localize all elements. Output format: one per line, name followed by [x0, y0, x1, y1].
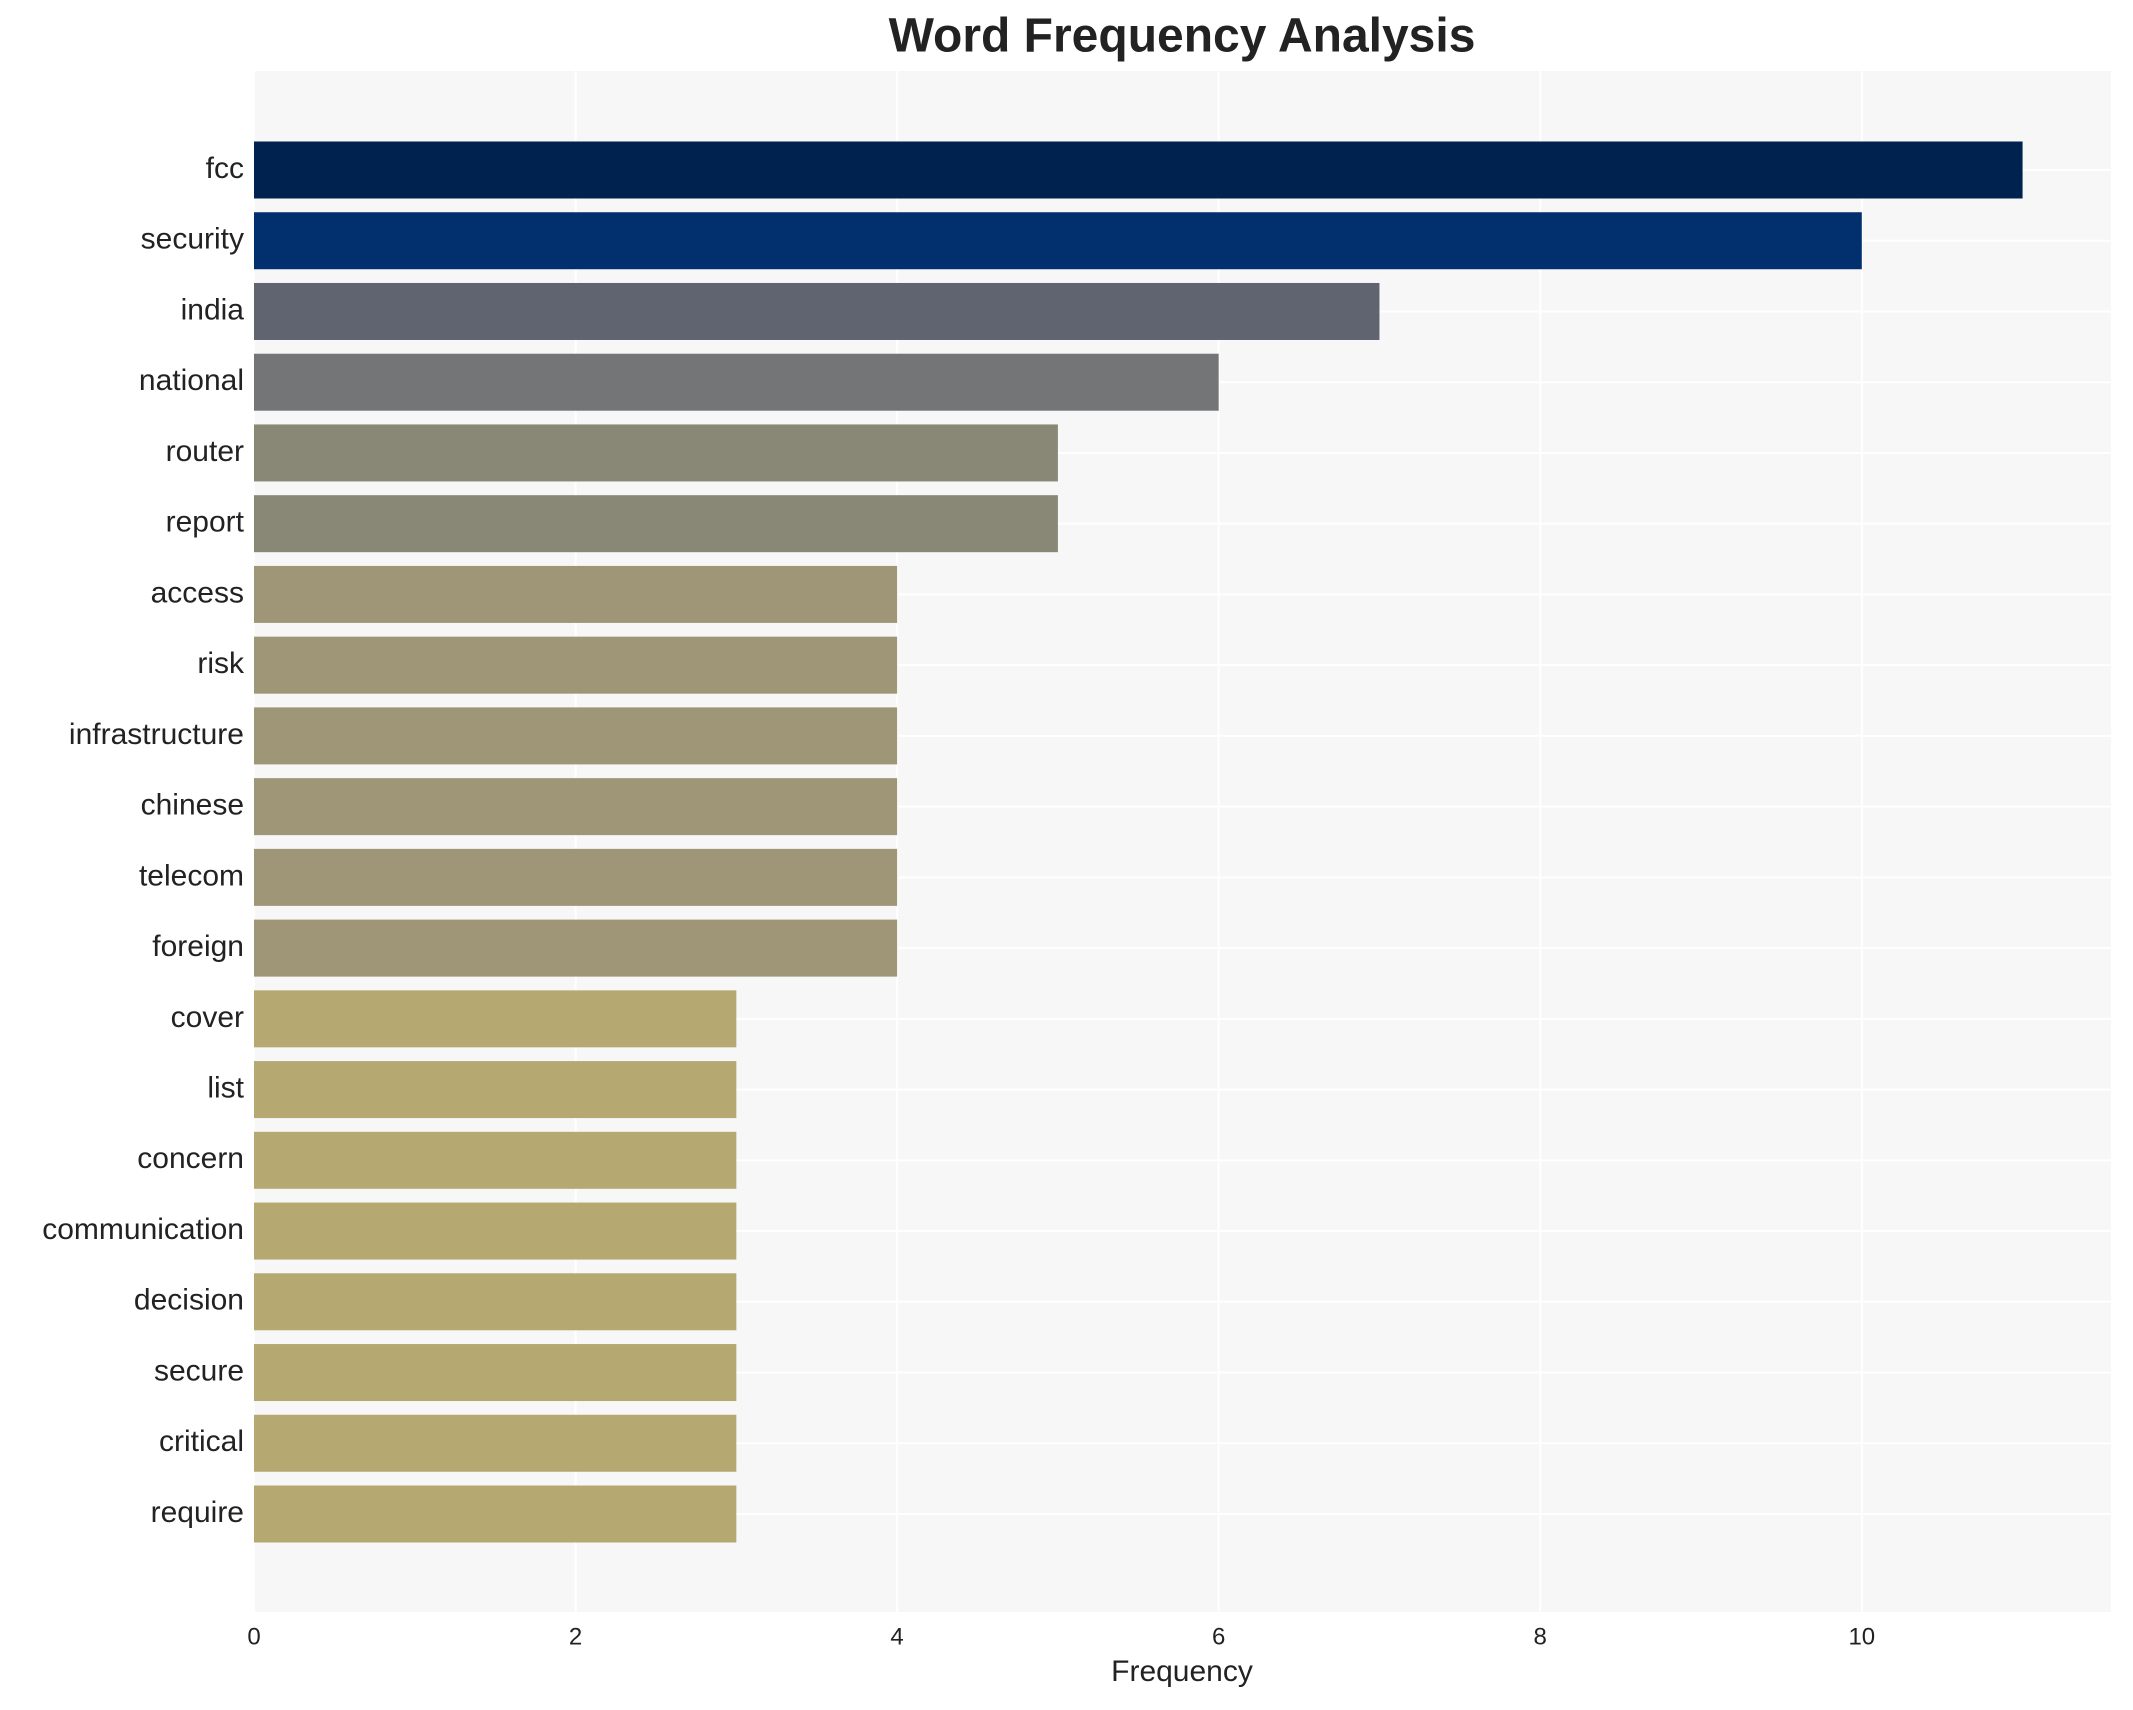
- bar: [254, 990, 737, 1048]
- y-tick-label: concern: [137, 1142, 244, 1175]
- x-tick-label: 6: [1212, 1623, 1225, 1650]
- x-tick-label: 0: [247, 1623, 260, 1650]
- y-tick-label: foreign: [152, 930, 244, 963]
- bar: [254, 565, 898, 623]
- y-tick-label: chinese: [141, 789, 244, 822]
- bar: [254, 495, 1058, 553]
- x-tick-label: 10: [1848, 1623, 1875, 1650]
- bar: [254, 282, 1380, 340]
- bar: [254, 141, 2023, 199]
- bar: [254, 1061, 737, 1119]
- bar: [254, 1344, 737, 1402]
- y-tick-label: decision: [134, 1284, 244, 1317]
- y-tick-label: risk: [197, 647, 245, 680]
- bar: [254, 848, 898, 906]
- y-tick-label: fcc: [206, 152, 244, 185]
- y-tick-label: router: [166, 435, 244, 468]
- y-tick-label: telecom: [139, 859, 244, 892]
- bar: [254, 424, 1058, 482]
- y-tick-label: security: [141, 223, 244, 256]
- y-tick-label: india: [181, 293, 245, 326]
- y-tick-label: cover: [171, 1001, 244, 1034]
- y-tick-label: require: [151, 1496, 244, 1529]
- y-tick-label: critical: [159, 1425, 244, 1458]
- chart-title: Word Frequency Analysis: [889, 10, 1476, 63]
- bar: [254, 1273, 737, 1331]
- bar: [254, 1485, 737, 1543]
- bar: [254, 636, 898, 694]
- bar: [254, 353, 1219, 411]
- y-tick-label: infrastructure: [69, 718, 244, 751]
- bar: [254, 919, 898, 977]
- bar: [254, 778, 898, 836]
- bar: [254, 1202, 737, 1260]
- y-tick-label: secure: [154, 1354, 244, 1387]
- bar: [254, 212, 1862, 270]
- bar: [254, 1131, 737, 1189]
- y-tick-label: report: [166, 506, 245, 539]
- x-axis-label: Frequency: [1111, 1655, 1253, 1688]
- y-tick-label: communication: [42, 1213, 244, 1246]
- y-tick-label: access: [151, 576, 244, 609]
- x-tick-label: 2: [569, 1623, 582, 1650]
- bar: [254, 1414, 737, 1472]
- x-tick-label: 8: [1534, 1623, 1547, 1650]
- y-tick-label: national: [139, 364, 244, 397]
- y-tick-label: list: [207, 1072, 244, 1105]
- bar: [254, 707, 898, 765]
- x-tick-label: 4: [890, 1623, 903, 1650]
